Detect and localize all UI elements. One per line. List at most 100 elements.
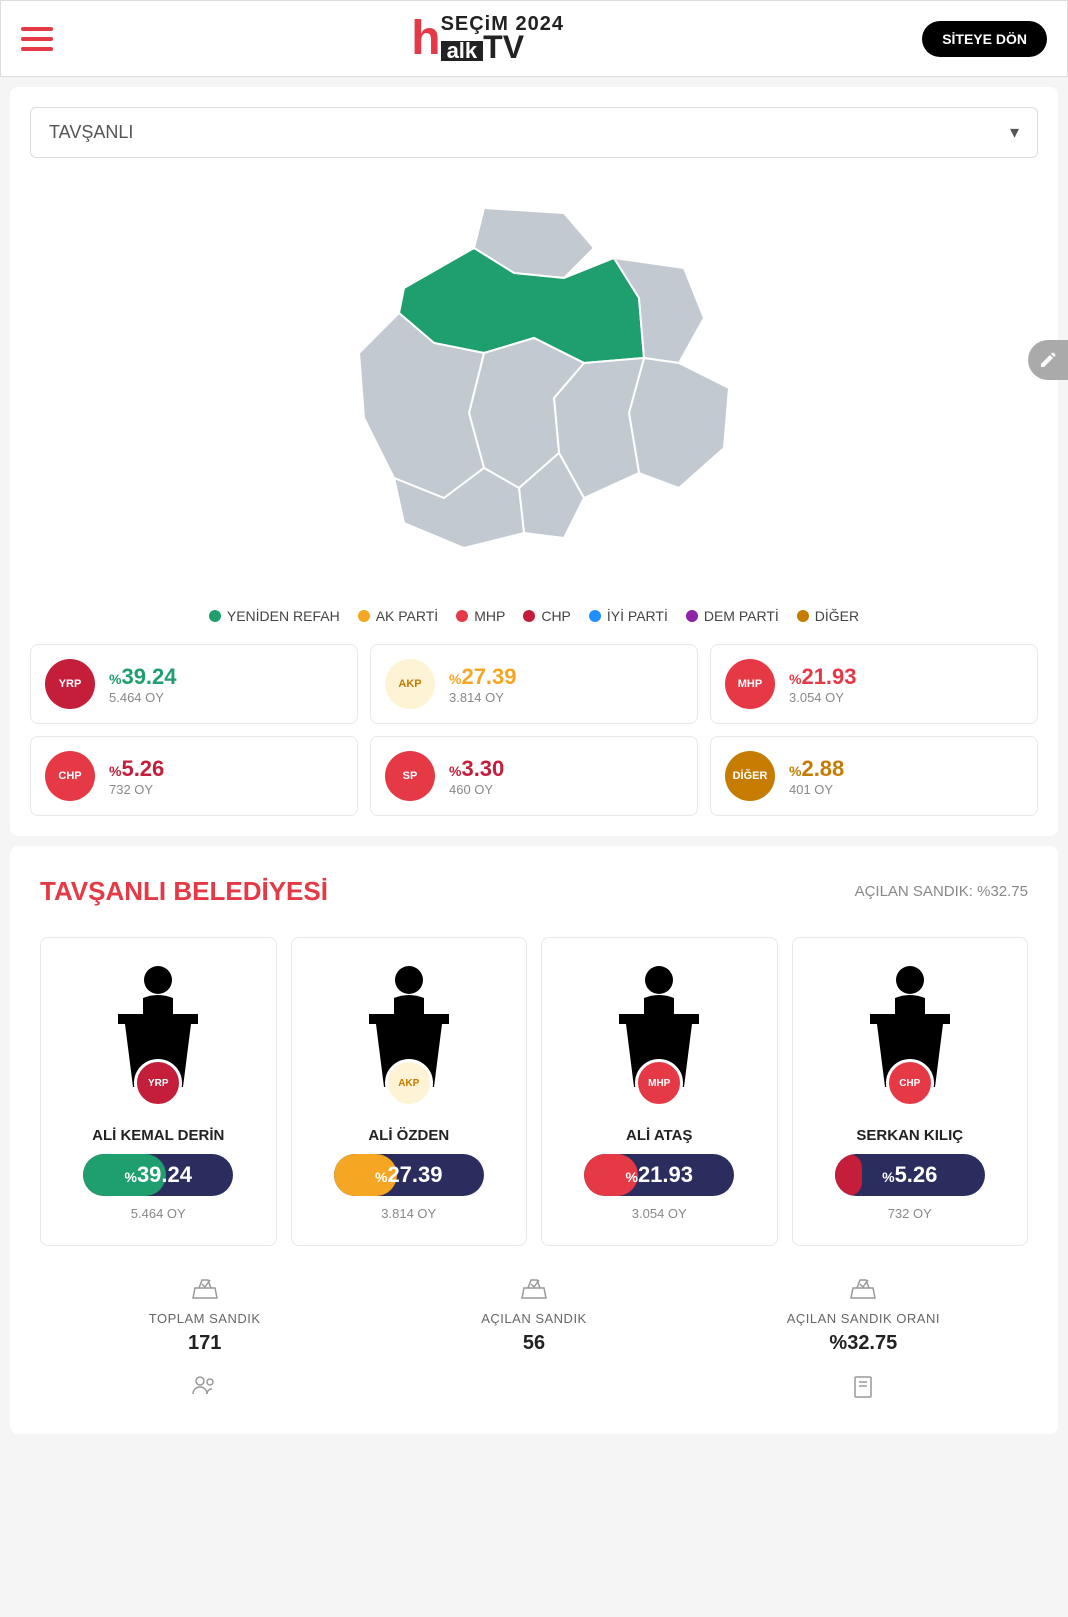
stat-item: AÇILAN SANDIK ORANI %32.75 (699, 1276, 1028, 1355)
candidate-name: ALİ ÖZDEN (368, 1127, 449, 1144)
legend-item: DEM PARTİ (686, 608, 779, 624)
dropdown-selected: TAVŞANLI (49, 122, 133, 143)
legend-item: DİĞER (797, 608, 859, 624)
legend-dot (523, 610, 535, 622)
candidate-card[interactable]: YRP ALİ KEMAL DERİN %39.24 5.464 OY (40, 937, 277, 1246)
party-votes: 5.464 OY (109, 690, 177, 705)
stat-value: %32.75 (829, 1332, 897, 1355)
map-svg[interactable] (284, 188, 784, 568)
candidate-name: ALİ KEMAL DERİN (92, 1127, 224, 1144)
candidate-votes: 3.814 OY (381, 1206, 436, 1221)
legend-label: AK PARTİ (376, 608, 439, 624)
back-to-site-button[interactable]: SİTEYE DÖN (922, 21, 1047, 57)
legend-dot (589, 610, 601, 622)
candidate-card[interactable]: MHP ALİ ATAŞ %21.93 3.054 OY (541, 937, 778, 1246)
legend-item: MHP (456, 608, 505, 624)
party-results-grid: YRP %39.24 5.464 OY AKP %27.39 3.814 OY … (30, 644, 1038, 816)
legend-item: AK PARTİ (358, 608, 439, 624)
municipality-section: TAVŞANLI BELEDİYESİ AÇILAN SANDIK: %32.7… (10, 846, 1058, 1434)
party-votes: 3.054 OY (789, 690, 857, 705)
candidate-name: SERKAN KILIÇ (856, 1127, 963, 1144)
opened-ballot-label: AÇILAN SANDIK: %32.75 (855, 883, 1028, 900)
party-percent: %5.26 (109, 756, 164, 782)
stat-value: 56 (523, 1332, 545, 1355)
candidates-grid: YRP ALİ KEMAL DERİN %39.24 5.464 OY AKP … (40, 937, 1028, 1246)
party-card[interactable]: DİĞER %2.88 401 OY (710, 736, 1038, 816)
party-card[interactable]: CHP %5.26 732 OY (30, 736, 358, 816)
ballot-box-icon (191, 1276, 219, 1305)
menu-button[interactable] (21, 27, 53, 51)
district-map (30, 158, 1038, 598)
stat-label: AÇILAN SANDIK ORANI (787, 1311, 940, 1326)
legend-item: YENİDEN REFAH (209, 608, 340, 624)
candidate-percent-pill: %5.26 (835, 1154, 985, 1196)
party-logo: DİĞER (725, 751, 775, 801)
party-logo: YRP (45, 659, 95, 709)
legend-dot (797, 610, 809, 622)
legend-dot (686, 610, 698, 622)
legend-label: DİĞER (815, 608, 859, 624)
party-percent: %21.93 (789, 664, 857, 690)
logo-tv-label: TV (483, 29, 524, 65)
stats-row-2 (40, 1375, 1028, 1404)
party-percent: %27.39 (449, 664, 517, 690)
party-logo: MHP (725, 659, 775, 709)
ballot-box-icon (849, 1276, 877, 1305)
legend-item: İYİ PARTİ (589, 608, 668, 624)
party-logo: SP (385, 751, 435, 801)
results-panel: TAVŞANLI ▾ YENİDEN REFAH AK PARTİ MHP CHP İY… (10, 87, 1058, 836)
stat-label: AÇILAN SANDIK (481, 1311, 586, 1326)
candidate-percent-pill: %39.24 (83, 1154, 233, 1196)
candidate-card[interactable]: AKP ALİ ÖZDEN %27.39 3.814 OY (291, 937, 528, 1246)
party-card[interactable]: MHP %21.93 3.054 OY (710, 644, 1038, 724)
party-card[interactable]: SP %3.30 460 OY (370, 736, 698, 816)
party-card[interactable]: AKP %27.39 3.814 OY (370, 644, 698, 724)
party-percent: %39.24 (109, 664, 177, 690)
candidate-percent-pill: %21.93 (584, 1154, 734, 1196)
legend-label: YENİDEN REFAH (227, 608, 340, 624)
candidate-card[interactable]: CHP SERKAN KILIÇ %5.26 732 OY (792, 937, 1029, 1246)
candidate-votes: 3.054 OY (632, 1206, 687, 1221)
legend-dot (209, 610, 221, 622)
party-votes: 401 OY (789, 782, 844, 797)
party-votes: 460 OY (449, 782, 504, 797)
party-votes: 732 OY (109, 782, 164, 797)
legend-dot (358, 610, 370, 622)
candidate-party-badge: MHP (635, 1059, 683, 1107)
legend-label: DEM PARTİ (704, 608, 779, 624)
logo[interactable]: h SEÇiM 2024 alkTV (411, 11, 564, 66)
district-dropdown[interactable]: TAVŞANLI ▾ (30, 107, 1038, 158)
party-card[interactable]: YRP %39.24 5.464 OY (30, 644, 358, 724)
candidate-podium-icon: MHP (604, 962, 714, 1097)
candidate-party-badge: CHP (886, 1059, 934, 1107)
candidate-votes: 732 OY (888, 1206, 932, 1221)
party-logo: AKP (385, 659, 435, 709)
logo-alk-label: alk (441, 41, 484, 61)
party-percent: %3.30 (449, 756, 504, 782)
candidate-name: ALİ ATAŞ (626, 1127, 692, 1144)
stats-row: TOPLAM SANDIK 171 AÇILAN SANDIK 56 AÇILA… (40, 1276, 1028, 1355)
ballot-box-icon (520, 1276, 548, 1305)
legend-item: CHP (523, 608, 571, 624)
candidate-votes: 5.464 OY (131, 1206, 186, 1221)
legend-label: MHP (474, 608, 505, 624)
party-logo: CHP (45, 751, 95, 801)
candidate-podium-icon: YRP (103, 962, 213, 1097)
candidate-podium-icon: AKP (354, 962, 464, 1097)
party-percent: %2.88 (789, 756, 844, 782)
stat-value: 171 (188, 1332, 221, 1355)
candidate-podium-icon: CHP (855, 962, 965, 1097)
stat-item: TOPLAM SANDIK 171 (40, 1276, 369, 1355)
header: h SEÇiM 2024 alkTV SİTEYE DÖN (0, 0, 1068, 77)
candidate-percent-pill: %27.39 (334, 1154, 484, 1196)
map-legend: YENİDEN REFAH AK PARTİ MHP CHP İYİ PARTİ DEM … (30, 598, 1038, 644)
chevron-down-icon: ▾ (1010, 122, 1019, 143)
legend-label: İYİ PARTİ (607, 608, 668, 624)
candidate-party-badge: AKP (385, 1059, 433, 1107)
legend-label: CHP (541, 608, 571, 624)
document-icon (853, 1375, 873, 1404)
stat-item: AÇILAN SANDIK 56 (369, 1276, 698, 1355)
party-votes: 3.814 OY (449, 690, 517, 705)
municipality-title: TAVŞANLI BELEDİYESİ (40, 876, 328, 907)
edit-fab-button[interactable] (1028, 340, 1068, 380)
